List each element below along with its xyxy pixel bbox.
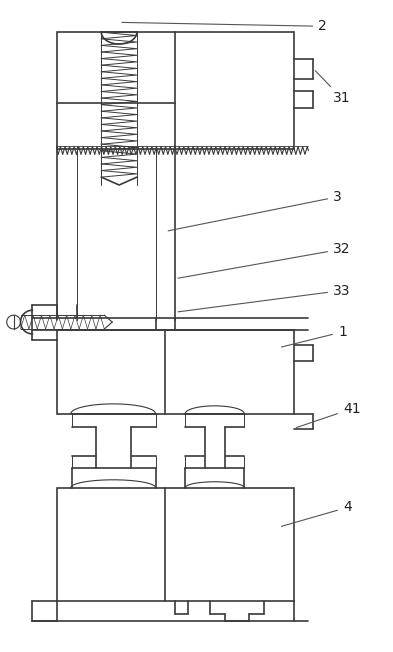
Text: 4: 4 [281, 500, 352, 526]
Bar [57, 330, 294, 414]
Bar [57, 488, 294, 601]
Text: 3: 3 [168, 190, 342, 231]
Text: 2: 2 [122, 20, 327, 33]
Text: 33: 33 [178, 284, 351, 312]
Text: 1: 1 [281, 325, 347, 347]
Text: 32: 32 [178, 242, 351, 278]
Text: 31: 31 [315, 70, 351, 105]
Text: 41: 41 [296, 402, 360, 428]
Bar [57, 32, 294, 149]
